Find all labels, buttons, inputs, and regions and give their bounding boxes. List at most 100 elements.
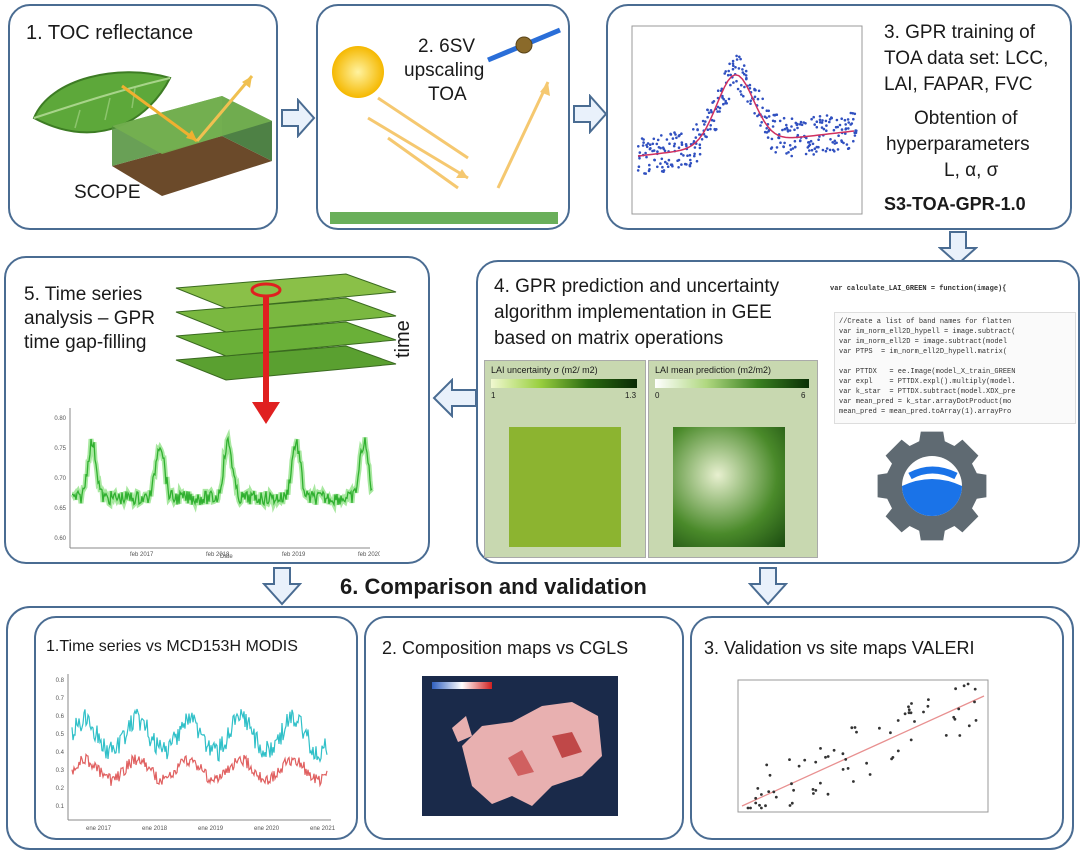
training-point — [818, 118, 822, 122]
training-point — [706, 115, 709, 119]
training-point — [745, 76, 748, 80]
training-point — [664, 160, 667, 164]
step1-panel: 1. TOC reflectance SCOPE — [8, 4, 278, 230]
training-point — [693, 146, 697, 149]
site-point — [974, 719, 978, 722]
training-point — [804, 152, 808, 156]
training-point — [770, 137, 774, 141]
site-point — [824, 755, 827, 759]
training-point — [648, 163, 651, 167]
training-point — [693, 154, 696, 158]
uncertainty-map: LAI uncertainty σ (m2/ m2) 1 1.3 — [484, 360, 646, 558]
training-point — [805, 136, 808, 140]
training-point — [815, 125, 819, 129]
time-axis-label: time — [392, 320, 414, 358]
site-point — [896, 719, 900, 722]
step2-title-line2: upscaling — [404, 60, 485, 81]
scope-label: SCOPE — [74, 182, 141, 203]
step3-panel: 3. GPR training of TOA data set: LCC, LA… — [606, 4, 1072, 230]
training-point — [706, 128, 710, 131]
radiation-rays — [367, 81, 550, 190]
training-point — [680, 143, 684, 146]
training-point — [673, 142, 676, 146]
uncertainty-min: 1 — [491, 391, 496, 400]
training-point — [732, 64, 735, 67]
training-point — [817, 138, 820, 141]
mean-prediction-min: 0 — [655, 391, 660, 400]
training-point — [671, 137, 675, 140]
training-point — [727, 69, 730, 73]
site-point — [760, 793, 763, 796]
training-point — [716, 89, 720, 92]
step4-panel: 4. GPR prediction and uncertainty algori… — [476, 260, 1080, 564]
training-point — [788, 129, 792, 132]
site-point — [855, 730, 858, 734]
arrow-right-icon — [281, 98, 316, 138]
regression-line — [741, 695, 985, 807]
training-point — [852, 117, 855, 121]
y-tick-label: 0.75 — [54, 446, 66, 452]
step3-title-line2: TOA data set: LCC, — [884, 48, 1049, 69]
y-tick-label: 0.6 — [56, 714, 65, 720]
training-point — [743, 85, 746, 89]
training-point — [791, 147, 795, 150]
training-point — [753, 95, 757, 99]
training-point — [722, 102, 725, 106]
plot-frame — [737, 679, 989, 813]
hyperparameter-line3: L, α, σ — [944, 160, 999, 181]
site-point — [891, 756, 895, 759]
training-point — [798, 123, 802, 126]
training-point — [847, 121, 850, 124]
training-point — [695, 159, 699, 163]
step5-panel: 5. Time series analysis – GPR time gap-f… — [4, 256, 430, 564]
step2-title-line1: 2. 6SV — [418, 36, 476, 57]
mean-prediction-map: LAI mean prediction (m2/m2) 0 6 — [648, 360, 818, 558]
val3-title: 3. Validation vs site maps VALERI — [704, 638, 975, 658]
training-point — [822, 127, 826, 131]
mean-prediction-title: LAI mean prediction (m2/m2) — [655, 365, 772, 375]
training-point — [825, 147, 829, 150]
training-point — [703, 123, 706, 126]
training-point — [753, 87, 756, 91]
uncertainty-map-image — [509, 427, 621, 547]
training-point — [696, 128, 699, 132]
training-point — [760, 121, 763, 124]
training-point — [851, 112, 855, 115]
training-point — [789, 148, 793, 151]
training-point — [651, 149, 654, 153]
training-point — [757, 89, 761, 93]
image-stack-illustration — [175, 273, 397, 424]
training-point — [642, 141, 645, 144]
gapfill-series — [71, 435, 373, 507]
training-point — [815, 150, 818, 153]
training-point — [741, 68, 744, 71]
val3-panel: 3. Validation vs site maps VALERI — [690, 616, 1064, 840]
training-point — [790, 117, 794, 120]
training-point — [829, 138, 832, 141]
training-point — [724, 99, 727, 103]
site-point — [832, 748, 836, 752]
training-point — [732, 81, 735, 84]
site-point — [814, 789, 818, 792]
training-point — [693, 152, 696, 156]
training-point — [705, 135, 708, 139]
training-point — [842, 141, 845, 145]
training-point — [656, 165, 659, 169]
site-point — [826, 792, 830, 796]
training-point — [828, 148, 832, 152]
training-point — [656, 150, 659, 153]
mean-prediction-colorbar — [655, 379, 809, 388]
training-point — [771, 125, 775, 128]
training-point — [796, 126, 799, 130]
val1-title: 1.Time series vs MCD153H MODIS — [46, 638, 298, 655]
training-point — [662, 170, 665, 173]
mean-prediction-max: 6 — [801, 391, 806, 400]
site-point — [826, 755, 830, 758]
step3-title-line3: LAI, FAPAR, FVC — [884, 74, 1033, 95]
training-point — [817, 145, 820, 149]
site-point — [962, 684, 966, 688]
training-point — [659, 146, 662, 150]
training-point — [694, 136, 698, 139]
training-point — [648, 147, 652, 151]
training-point — [825, 124, 828, 127]
